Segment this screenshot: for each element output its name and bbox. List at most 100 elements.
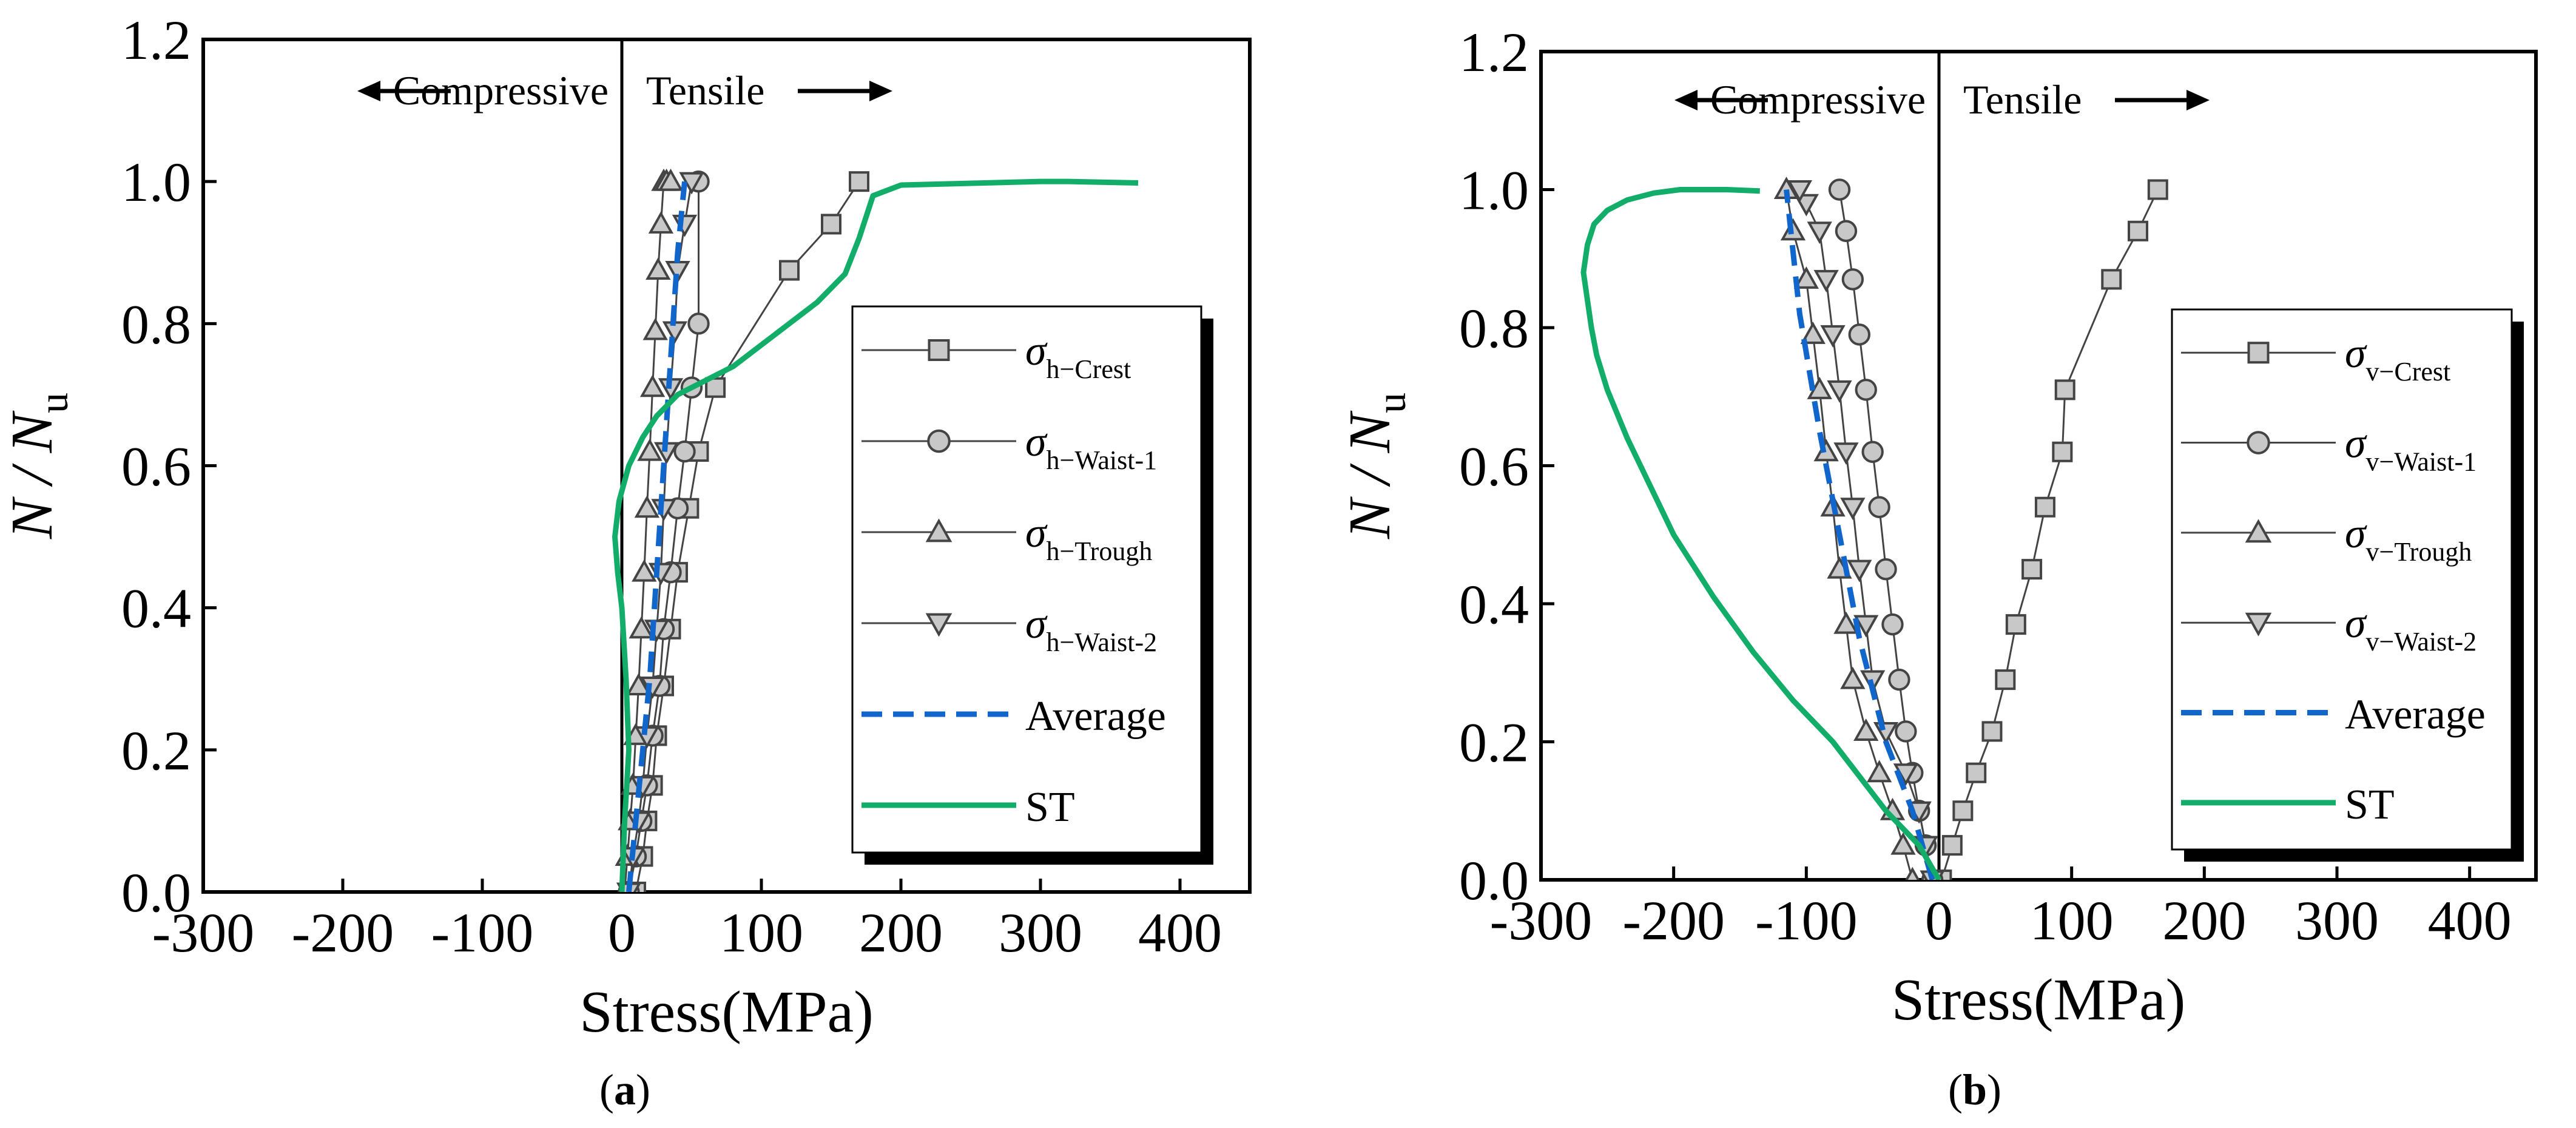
tensile-arrow-head bbox=[2187, 90, 2210, 110]
x-tick-label: 0 bbox=[608, 902, 636, 964]
x-tick-label: -300 bbox=[1490, 890, 1593, 951]
y-tick-label: 0.6 bbox=[121, 436, 191, 498]
y-tick-label: 0.4 bbox=[121, 578, 191, 640]
data-point bbox=[1847, 559, 1872, 583]
legend-label: Average bbox=[2345, 692, 2486, 738]
caption-close: ) bbox=[1987, 1066, 2001, 1114]
data-point bbox=[1853, 718, 1879, 741]
x-tick-label: -100 bbox=[431, 902, 534, 964]
data-point bbox=[1848, 323, 1871, 346]
tensile-arrow-head bbox=[869, 81, 892, 101]
legend-label-sub: h−Crest bbox=[1047, 354, 1131, 384]
chart-panel-b: -300 -200 -100 0 100 200 300 400 0.0 0.2 0.4 0.6 0.8… bbox=[1337, 21, 2538, 1114]
y-tick-label: 0.4 bbox=[1459, 573, 1529, 635]
legend-label-symbol: σ bbox=[2345, 420, 2367, 467]
y-axis-title-sub: u bbox=[30, 393, 76, 413]
data-point bbox=[648, 211, 674, 234]
legend-marker bbox=[2245, 519, 2272, 543]
compressive-arrow-head bbox=[1674, 90, 1698, 110]
legend-marker bbox=[2245, 612, 2272, 637]
plot-area bbox=[612, 168, 1139, 892]
y-axis-title-main: N / N bbox=[1337, 410, 1403, 539]
data-point bbox=[1787, 180, 1813, 203]
data-point bbox=[2052, 441, 2073, 462]
caption-close: ) bbox=[636, 1066, 650, 1114]
legend-label: σv−Waist-1 bbox=[2345, 420, 2477, 477]
data-point bbox=[637, 438, 663, 461]
data-point bbox=[634, 495, 660, 518]
data-point bbox=[1853, 615, 1879, 638]
data-point bbox=[672, 214, 698, 237]
legend-label-sub: v−Waist-1 bbox=[2366, 447, 2477, 477]
data-point bbox=[1888, 668, 1910, 691]
data-point bbox=[1905, 866, 1920, 880]
data-point bbox=[1827, 380, 1852, 403]
chart-panel-a: -300 -200 -100 0 100 200 300 400 0.0 0.2 0.4 0.6 0.8… bbox=[0, 9, 1252, 1114]
x-tick-label: 300 bbox=[999, 902, 1082, 964]
st-line bbox=[612, 178, 1139, 892]
legend-label-sub: v−Waist-2 bbox=[2366, 627, 2477, 657]
data-point bbox=[1807, 221, 1832, 245]
legend-label-symbol: σ bbox=[1025, 419, 1048, 465]
caption-open: ( bbox=[599, 1066, 614, 1114]
data-point bbox=[1981, 721, 2003, 742]
data-point bbox=[1895, 720, 1917, 743]
legend-label: σv−Trough bbox=[2345, 510, 2472, 567]
x-tick-label: 0 bbox=[1925, 890, 1953, 951]
legend-label: σh−Trough bbox=[1025, 510, 1152, 566]
legend-label-sub: v−Crest bbox=[2366, 357, 2451, 387]
series-line bbox=[1799, 189, 1934, 880]
y-axis-title-main: N / N bbox=[0, 410, 65, 539]
data-point bbox=[1813, 439, 1839, 462]
caption-letter: b bbox=[1963, 1066, 1987, 1114]
tensile-label: Tensile bbox=[646, 67, 764, 113]
legend-label: ST bbox=[2345, 782, 2395, 828]
x-tick-label: 100 bbox=[720, 902, 803, 964]
legend-label: σh−Crest bbox=[1025, 328, 1131, 384]
data-point bbox=[1835, 220, 1858, 242]
legend-label-symbol: σ bbox=[1025, 510, 1048, 556]
legend-marker bbox=[927, 429, 951, 453]
data-point bbox=[2101, 269, 2122, 290]
data-point bbox=[1833, 442, 1859, 465]
data-point bbox=[1841, 268, 1864, 291]
x-tick-label: -200 bbox=[1622, 890, 1725, 951]
tensile-label: Tensile bbox=[1963, 76, 2082, 123]
legend-label-sub: h−Trough bbox=[1047, 536, 1153, 566]
data-point bbox=[1840, 498, 1866, 521]
legend-marker bbox=[2247, 431, 2270, 454]
legend-box bbox=[2171, 308, 2513, 851]
legend-label-symbol: σ bbox=[1025, 328, 1048, 374]
plot-area bbox=[1580, 177, 2168, 880]
y-axis-title: N / Nu bbox=[1337, 393, 1414, 539]
legend: σh−Crestσh−Waist-1σh−Troughσh−Waist-2Ave… bbox=[851, 305, 1213, 865]
legend-label-sub: h−Waist-2 bbox=[1047, 627, 1158, 657]
legend-label: σh−Waist-1 bbox=[1025, 419, 1157, 475]
data-point bbox=[1966, 762, 1987, 783]
data-point bbox=[673, 440, 696, 463]
legend-label-symbol: σ bbox=[2345, 510, 2367, 557]
data-point bbox=[646, 257, 671, 280]
data-point bbox=[1881, 613, 1904, 636]
y-tick-label: 0.8 bbox=[1459, 297, 1529, 359]
x-tick-label: 200 bbox=[859, 902, 943, 964]
y-tick-label: 1.2 bbox=[1459, 21, 1529, 83]
caption-open: ( bbox=[1948, 1066, 1963, 1114]
x-tick-label: -200 bbox=[292, 902, 394, 964]
st-line bbox=[1580, 187, 1941, 880]
data-point bbox=[1873, 721, 1899, 745]
compressive-arrow-head bbox=[357, 81, 380, 101]
x-tick-label: -300 bbox=[152, 902, 255, 964]
data-point bbox=[1875, 558, 1897, 581]
legend-label-sub: v−Trough bbox=[2366, 537, 2472, 567]
legend-label: σv−Waist-2 bbox=[2345, 600, 2477, 657]
data-point bbox=[849, 171, 869, 192]
data-point bbox=[1793, 266, 1819, 289]
data-point bbox=[1820, 325, 1846, 348]
caption-letter: a bbox=[614, 1066, 636, 1114]
legend-label-sub: h−Waist-1 bbox=[1047, 445, 1158, 475]
y-axis-title-sub: u bbox=[1368, 393, 1414, 413]
legend: σv−Crestσv−Waist-1σv−Troughσv−Waist-2Ave… bbox=[2171, 308, 2524, 862]
data-point bbox=[1840, 666, 1866, 689]
data-point bbox=[629, 616, 654, 639]
